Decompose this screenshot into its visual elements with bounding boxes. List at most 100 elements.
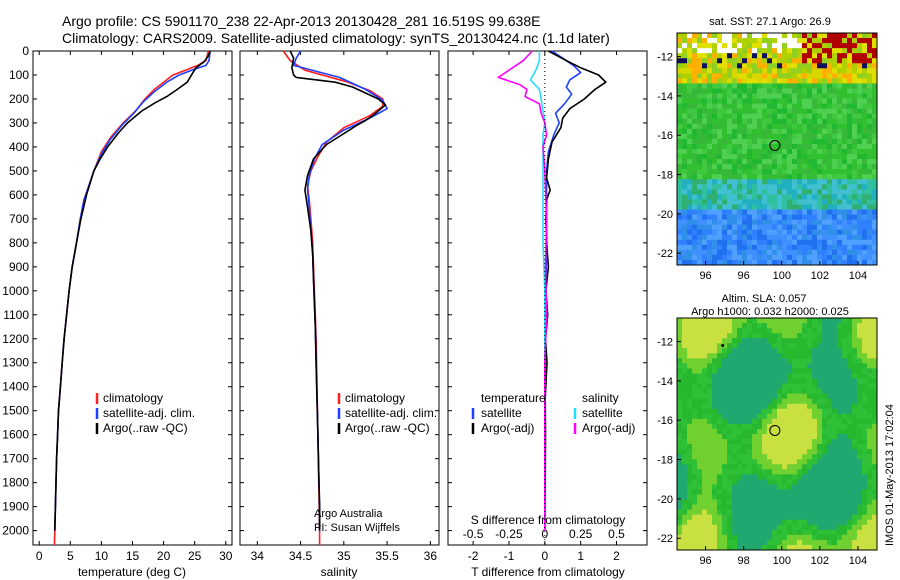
map-cell [682,68,688,74]
map-cell [812,539,818,546]
map-cell [682,259,688,266]
map-cell [807,328,813,334]
map-cell [797,393,803,400]
map-cell [722,184,728,190]
map-y-tick-label: -22 [657,533,673,545]
map-cell [797,128,803,135]
map-cell [817,449,823,455]
map-cell [832,428,838,435]
map-cell [812,519,818,526]
map-cell [842,373,848,379]
map-cell [812,318,818,324]
map-cell [727,179,733,185]
map-cell [847,484,853,490]
map-cell [837,254,843,261]
map-cell [717,403,723,410]
map-cell [677,323,683,329]
map-cell [837,239,843,246]
map-cell [757,484,763,490]
map-cell [702,348,708,354]
map-cell [807,103,813,110]
map-cell [777,353,783,359]
map-cell [717,219,723,226]
map-cell [742,149,748,155]
map-frame [676,317,878,551]
map-cell [792,189,798,195]
map-cell [677,444,683,450]
map-cell [677,388,683,395]
map-cell [862,184,868,190]
map-cell [717,544,723,551]
map-cell [867,169,873,175]
map-cell [767,33,773,39]
map-cell [747,224,753,231]
map-cell [752,398,758,405]
map-cell [712,78,718,84]
map-cell [787,204,793,210]
map-cell [732,214,738,221]
map-cell [737,249,743,256]
map-cell [677,189,683,195]
map-cell [872,113,878,120]
map-cell [697,113,703,120]
map-cell [677,479,683,485]
map-cell [832,373,838,379]
map-cell [707,214,713,221]
map-cell [812,449,818,455]
map-cell [827,48,833,54]
map-cell [837,113,843,120]
map-cell [717,83,723,89]
map-cell [717,133,723,140]
map-cell [707,353,713,359]
map-cell [767,219,773,226]
map-cell [872,444,878,450]
map-cell [862,179,868,185]
map-cell [862,128,868,135]
map-cell [837,189,843,195]
map-cell [847,393,853,400]
map-cell [832,214,838,221]
map-cell [727,388,733,395]
map-cell [862,544,868,551]
map-cell [722,194,728,200]
map-cell [752,378,758,384]
map-cell [782,259,788,266]
map-cell [782,343,788,349]
map-cell [737,428,743,435]
map-cell [827,388,833,395]
map-cell [777,199,783,205]
map-cell [837,398,843,405]
map-cell [842,229,848,236]
map-cell [852,33,858,39]
map-cell [757,348,763,354]
map-cell [787,194,793,200]
map-y-tick-label: -18 [657,455,673,467]
map-cell [857,249,863,256]
map-cell [722,244,728,251]
map-cell [842,63,848,69]
map-cell [757,179,763,185]
map-cell [707,418,713,425]
map-cell [802,169,808,175]
map-cell [852,133,858,140]
map-cell [747,149,753,155]
map-cell [722,449,728,455]
map-cell [822,169,828,175]
map-cell [697,484,703,490]
map-cell [687,499,693,506]
map-cell [812,73,818,79]
map-cell [682,368,688,374]
map-cell [812,239,818,246]
map-cell [857,234,863,241]
map-cell [852,539,858,546]
map-cell [692,494,698,500]
map-cell [692,434,698,440]
map-cell [737,33,743,39]
map-cell [797,328,803,334]
map-cell [852,38,858,44]
map-cell [852,544,858,551]
map-cell [872,239,878,246]
map-cell [727,378,733,384]
map-cell [807,449,813,455]
map-cell [797,383,803,390]
